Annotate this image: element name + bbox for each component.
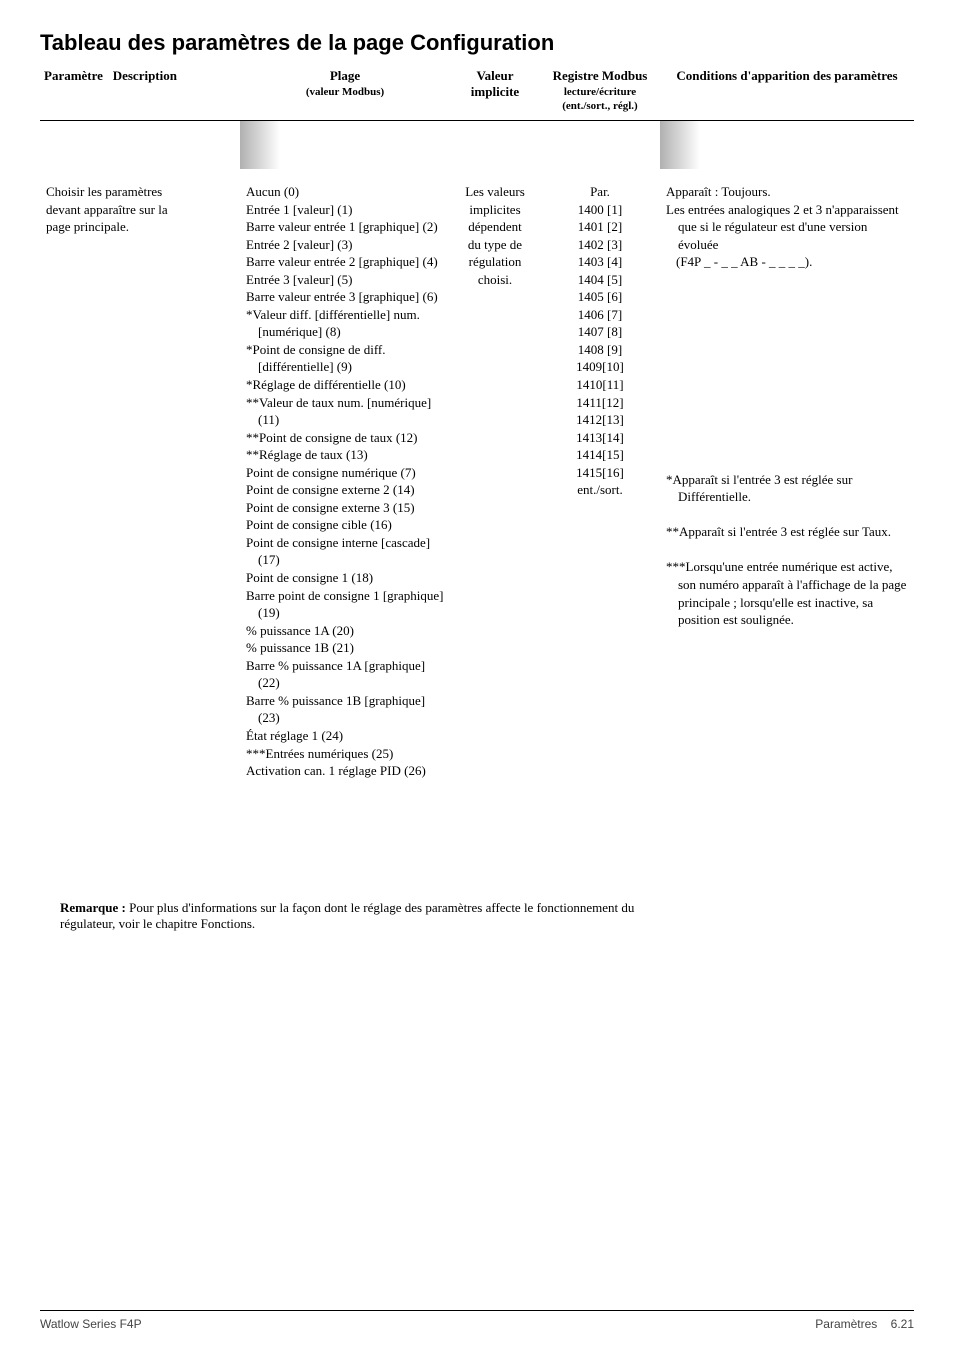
cell-registre: Par.1400 [1]1401 [2]1402 [3]1403 [4]1404…	[540, 183, 660, 780]
table-header-row: Paramètre Description Plage (valeur Modb…	[40, 62, 914, 121]
remark-text: Remarque : Pour plus d'informations sur …	[40, 900, 660, 942]
gradient-separator	[40, 121, 914, 170]
col-registre: Registre Modbus lecture/écriture (ent./s…	[540, 62, 660, 121]
footer-right: Paramètres 6.21	[815, 1317, 914, 1331]
page-footer: Watlow Series F4P Paramètres 6.21	[40, 1310, 914, 1331]
footer-left: Watlow Series F4P	[40, 1317, 142, 1331]
cell-conditions: Apparaît : Toujours.Les entrées analogiq…	[660, 183, 914, 780]
table-row: Choisir les paramètres devant apparaître…	[40, 183, 914, 780]
col-plage: Plage (valeur Modbus)	[240, 62, 450, 121]
cell-valeur: Les valeursimplicitesdépendentdu type de…	[450, 183, 540, 780]
page-title: Tableau des paramètres de la page Config…	[40, 30, 914, 56]
gradient-gap	[40, 169, 914, 183]
cell-description: Choisir les paramètres devant apparaître…	[40, 183, 240, 780]
col-valeur: Valeur implicite	[450, 62, 540, 121]
col-param-desc: Paramètre Description	[40, 62, 240, 121]
col-conditions: Conditions d'apparition des paramètres	[660, 62, 914, 121]
cell-plage: Aucun (0)Entrée 1 [valeur] (1)Barre vale…	[240, 183, 450, 780]
parameters-table: Paramètre Description Plage (valeur Modb…	[40, 62, 914, 780]
